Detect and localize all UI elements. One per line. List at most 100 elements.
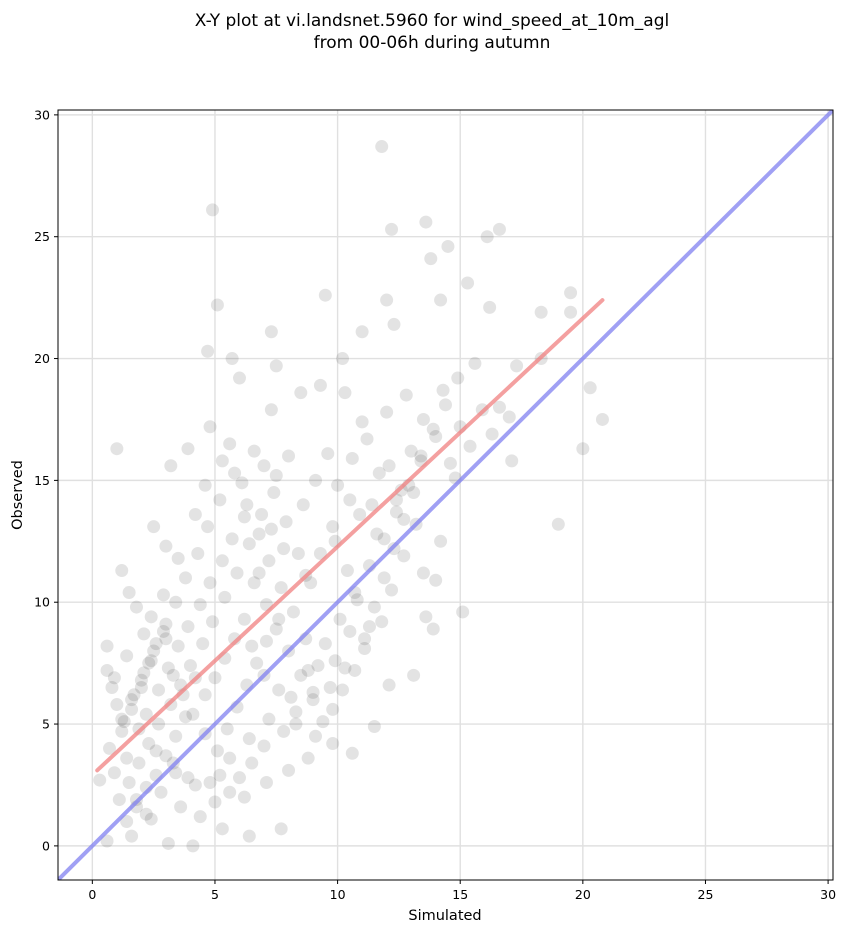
data-point-39: [274, 822, 288, 836]
data-point-195: [215, 454, 229, 468]
data-point-129: [380, 405, 394, 419]
data-point-31: [419, 610, 433, 624]
x-axis: 0 5 10 15 20 25 30: [88, 880, 836, 902]
data-point-255: [468, 356, 482, 370]
data-point-173: [272, 612, 286, 626]
grid-lines: [58, 110, 833, 880]
data-point-142: [255, 507, 269, 521]
data-point-231: [159, 749, 173, 763]
data-point-22: [564, 305, 578, 319]
data-point-16: [424, 252, 438, 266]
data-point-83: [289, 705, 303, 719]
data-point-138: [309, 473, 323, 487]
x-tick-label-5: 25: [698, 887, 714, 902]
data-point-211: [152, 683, 166, 697]
data-point-207: [237, 790, 251, 804]
data-point-85: [257, 739, 271, 753]
data-point-185: [397, 512, 411, 526]
plot-area: [57, 109, 834, 881]
data-point-163: [166, 668, 180, 682]
data-point-78: [375, 615, 389, 629]
data-point-60: [294, 386, 308, 400]
data-point-251: [414, 449, 428, 463]
data-point-45: [100, 834, 114, 848]
data-point-23: [583, 381, 597, 395]
data-point-145: [218, 590, 232, 604]
data-point-206: [213, 768, 227, 782]
data-point-161: [147, 644, 161, 658]
data-point-3: [210, 298, 224, 312]
data-point-59: [264, 403, 278, 417]
x-axis-label: Simulated: [408, 908, 481, 924]
data-point-201: [110, 698, 124, 712]
data-point-123: [340, 564, 354, 578]
data-point-62: [335, 352, 349, 366]
data-point-168: [220, 722, 234, 736]
data-point-84: [277, 724, 291, 738]
data-point-177: [316, 715, 330, 729]
data-point-208: [259, 776, 273, 790]
data-point-107: [213, 493, 227, 507]
data-point-229: [179, 710, 193, 724]
data-point-126: [331, 478, 345, 492]
data-point-199: [120, 649, 134, 663]
data-point-116: [304, 576, 318, 590]
data-point-128: [360, 432, 374, 446]
data-point-17: [380, 293, 394, 307]
data-point-239: [223, 751, 237, 765]
data-point-32: [434, 534, 448, 548]
data-point-97: [115, 724, 129, 738]
data-point-267: [252, 566, 266, 580]
y-tick-label-1: 5: [42, 717, 50, 732]
data-point-219: [237, 510, 251, 524]
data-point-181: [358, 632, 372, 646]
data-point-237: [174, 800, 188, 814]
data-point-70: [485, 427, 499, 441]
data-point-268: [245, 639, 259, 653]
data-point-47: [100, 639, 114, 653]
data-point-100: [142, 656, 156, 670]
data-point-88: [223, 785, 237, 799]
data-point-273: [328, 654, 342, 668]
data-point-261: [326, 520, 340, 534]
data-point-243: [301, 663, 315, 677]
data-point-24: [576, 442, 590, 456]
data-point-94: [139, 807, 153, 821]
data-point-93: [154, 785, 168, 799]
data-point-34: [382, 678, 396, 692]
data-point-193: [188, 507, 202, 521]
data-point-5: [225, 352, 239, 366]
data-point-118: [279, 515, 293, 529]
y-axis-label: Observed: [10, 460, 26, 530]
data-point-130: [399, 388, 413, 402]
data-point-204: [169, 766, 183, 780]
data-point-57: [232, 371, 246, 385]
x-tick-label-3: 15: [452, 887, 468, 902]
data-point-279: [115, 712, 129, 726]
data-point-242: [284, 690, 298, 704]
data-point-178: [326, 702, 340, 716]
data-point-198: [137, 627, 151, 641]
data-point-40: [242, 829, 256, 843]
x-tick-label-6: 30: [820, 887, 836, 902]
y-tick-label-5: 25: [34, 229, 50, 244]
data-point-216: [203, 576, 217, 590]
data-point-43: [161, 836, 175, 850]
data-point-190: [144, 610, 158, 624]
y-tick-label-2: 10: [34, 595, 50, 610]
data-point-223: [208, 671, 222, 685]
data-point-152: [142, 737, 156, 751]
data-point-8: [385, 222, 399, 236]
data-point-153: [132, 756, 146, 770]
data-point-90: [193, 810, 207, 824]
data-point-139: [296, 498, 310, 512]
data-point-135: [370, 527, 384, 541]
data-point-19: [483, 300, 497, 314]
data-point-48: [100, 663, 114, 677]
data-point-65: [372, 466, 386, 480]
data-point-91: [181, 771, 195, 785]
data-point-10: [441, 239, 455, 253]
data-point-111: [262, 554, 276, 568]
data-point-119: [267, 486, 281, 500]
y-tick-label-0: 0: [42, 838, 50, 853]
